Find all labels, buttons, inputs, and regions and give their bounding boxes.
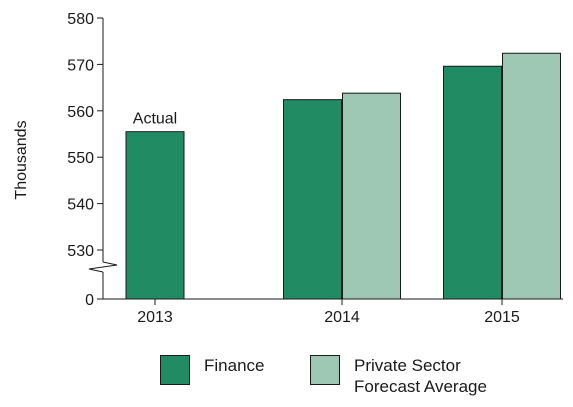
- legend-item-private-sector: Private Sector Forecast Average: [310, 355, 487, 397]
- legend-label-private-sector: Private Sector Forecast Average: [354, 356, 487, 396]
- bars: [125, 52, 561, 300]
- y-tick-label: 570: [67, 57, 94, 74]
- legend-swatch-private-sector: [310, 355, 340, 385]
- bar-2013-series-0: [125, 131, 185, 300]
- x-tick-label: 2015: [484, 309, 520, 326]
- annotation-label: Actual: [133, 111, 177, 128]
- legend-swatch-finance: [160, 355, 190, 385]
- y-tick-label: 530: [67, 243, 94, 260]
- bar-2014-series-0: [283, 99, 342, 300]
- x-tick-label: 2013: [137, 309, 173, 326]
- legend: Finance Private Sector Forecast Average: [160, 355, 560, 405]
- y-tick-label: 550: [67, 150, 94, 167]
- y-tick-label: 580: [67, 11, 94, 28]
- bar-2015-series-1: [502, 52, 561, 300]
- y-tick-label: 0: [85, 292, 94, 309]
- legend-label-finance: Finance: [204, 356, 265, 375]
- y-tick-label: 560: [67, 104, 94, 121]
- y-tick-label: 540: [67, 197, 94, 214]
- y-axis-label: Thousands: [13, 120, 30, 199]
- labels: 580 570 560 550 540 530 0 2013 2014 2015 Actual: [67, 11, 520, 326]
- x-tick-label: 2014: [324, 309, 360, 326]
- bar-2015-series-0: [443, 65, 502, 300]
- bar-chart: Thousands 580 570 560 550 540 530 0 2013 2014 201…: [13, 11, 563, 326]
- bar-2014-series-1: [342, 92, 401, 300]
- legend-item-finance: Finance: [160, 355, 264, 385]
- y-axis-break: [88, 261, 118, 273]
